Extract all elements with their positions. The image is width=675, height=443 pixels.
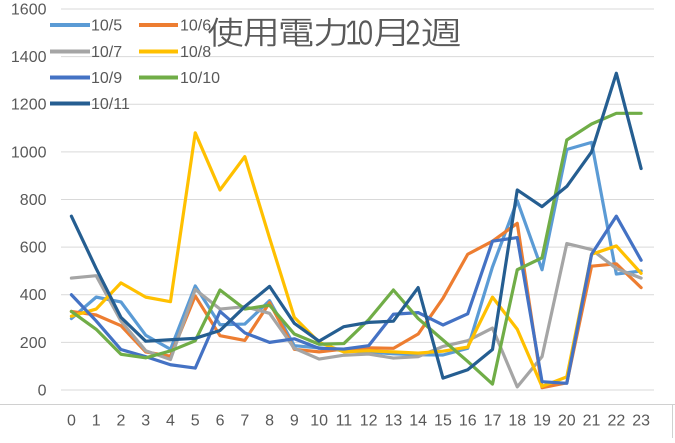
svg-text:10/7: 10/7 bbox=[91, 44, 122, 61]
svg-text:10/6: 10/6 bbox=[180, 17, 211, 34]
svg-text:11: 11 bbox=[336, 412, 353, 429]
svg-text:600: 600 bbox=[20, 240, 47, 257]
svg-text:16: 16 bbox=[459, 412, 477, 429]
svg-text:10/9: 10/9 bbox=[91, 70, 122, 87]
svg-text:18: 18 bbox=[508, 412, 526, 429]
svg-text:20: 20 bbox=[558, 412, 576, 429]
svg-text:22: 22 bbox=[607, 412, 625, 429]
svg-text:14: 14 bbox=[409, 412, 427, 429]
svg-text:1200: 1200 bbox=[11, 97, 47, 114]
svg-text:400: 400 bbox=[20, 287, 47, 304]
svg-text:23: 23 bbox=[632, 412, 650, 429]
svg-text:12: 12 bbox=[360, 412, 378, 429]
svg-text:9: 9 bbox=[290, 412, 299, 429]
svg-text:10/10: 10/10 bbox=[180, 70, 220, 87]
svg-text:1: 1 bbox=[92, 412, 101, 429]
svg-text:4: 4 bbox=[166, 412, 175, 429]
svg-text:200: 200 bbox=[20, 335, 47, 352]
svg-text:21: 21 bbox=[583, 412, 601, 429]
svg-text:0: 0 bbox=[38, 382, 47, 399]
svg-text:15: 15 bbox=[434, 412, 452, 429]
svg-text:3: 3 bbox=[141, 412, 150, 429]
svg-text:10/11: 10/11 bbox=[91, 96, 130, 113]
svg-text:5: 5 bbox=[191, 412, 200, 429]
svg-text:8: 8 bbox=[265, 412, 274, 429]
svg-text:1400: 1400 bbox=[11, 49, 47, 66]
svg-text:10/5: 10/5 bbox=[91, 17, 122, 34]
svg-text:0: 0 bbox=[67, 412, 76, 429]
svg-text:10/8: 10/8 bbox=[180, 44, 211, 61]
svg-text:2: 2 bbox=[116, 412, 125, 429]
svg-text:17: 17 bbox=[484, 412, 502, 429]
svg-text:1000: 1000 bbox=[11, 144, 47, 161]
svg-text:1600: 1600 bbox=[11, 1, 47, 18]
svg-text:800: 800 bbox=[20, 192, 47, 209]
svg-text:13: 13 bbox=[385, 412, 403, 429]
svg-text:19: 19 bbox=[533, 412, 551, 429]
svg-text:7: 7 bbox=[240, 412, 249, 429]
svg-text:6: 6 bbox=[216, 412, 225, 429]
svg-text:10: 10 bbox=[310, 412, 328, 429]
